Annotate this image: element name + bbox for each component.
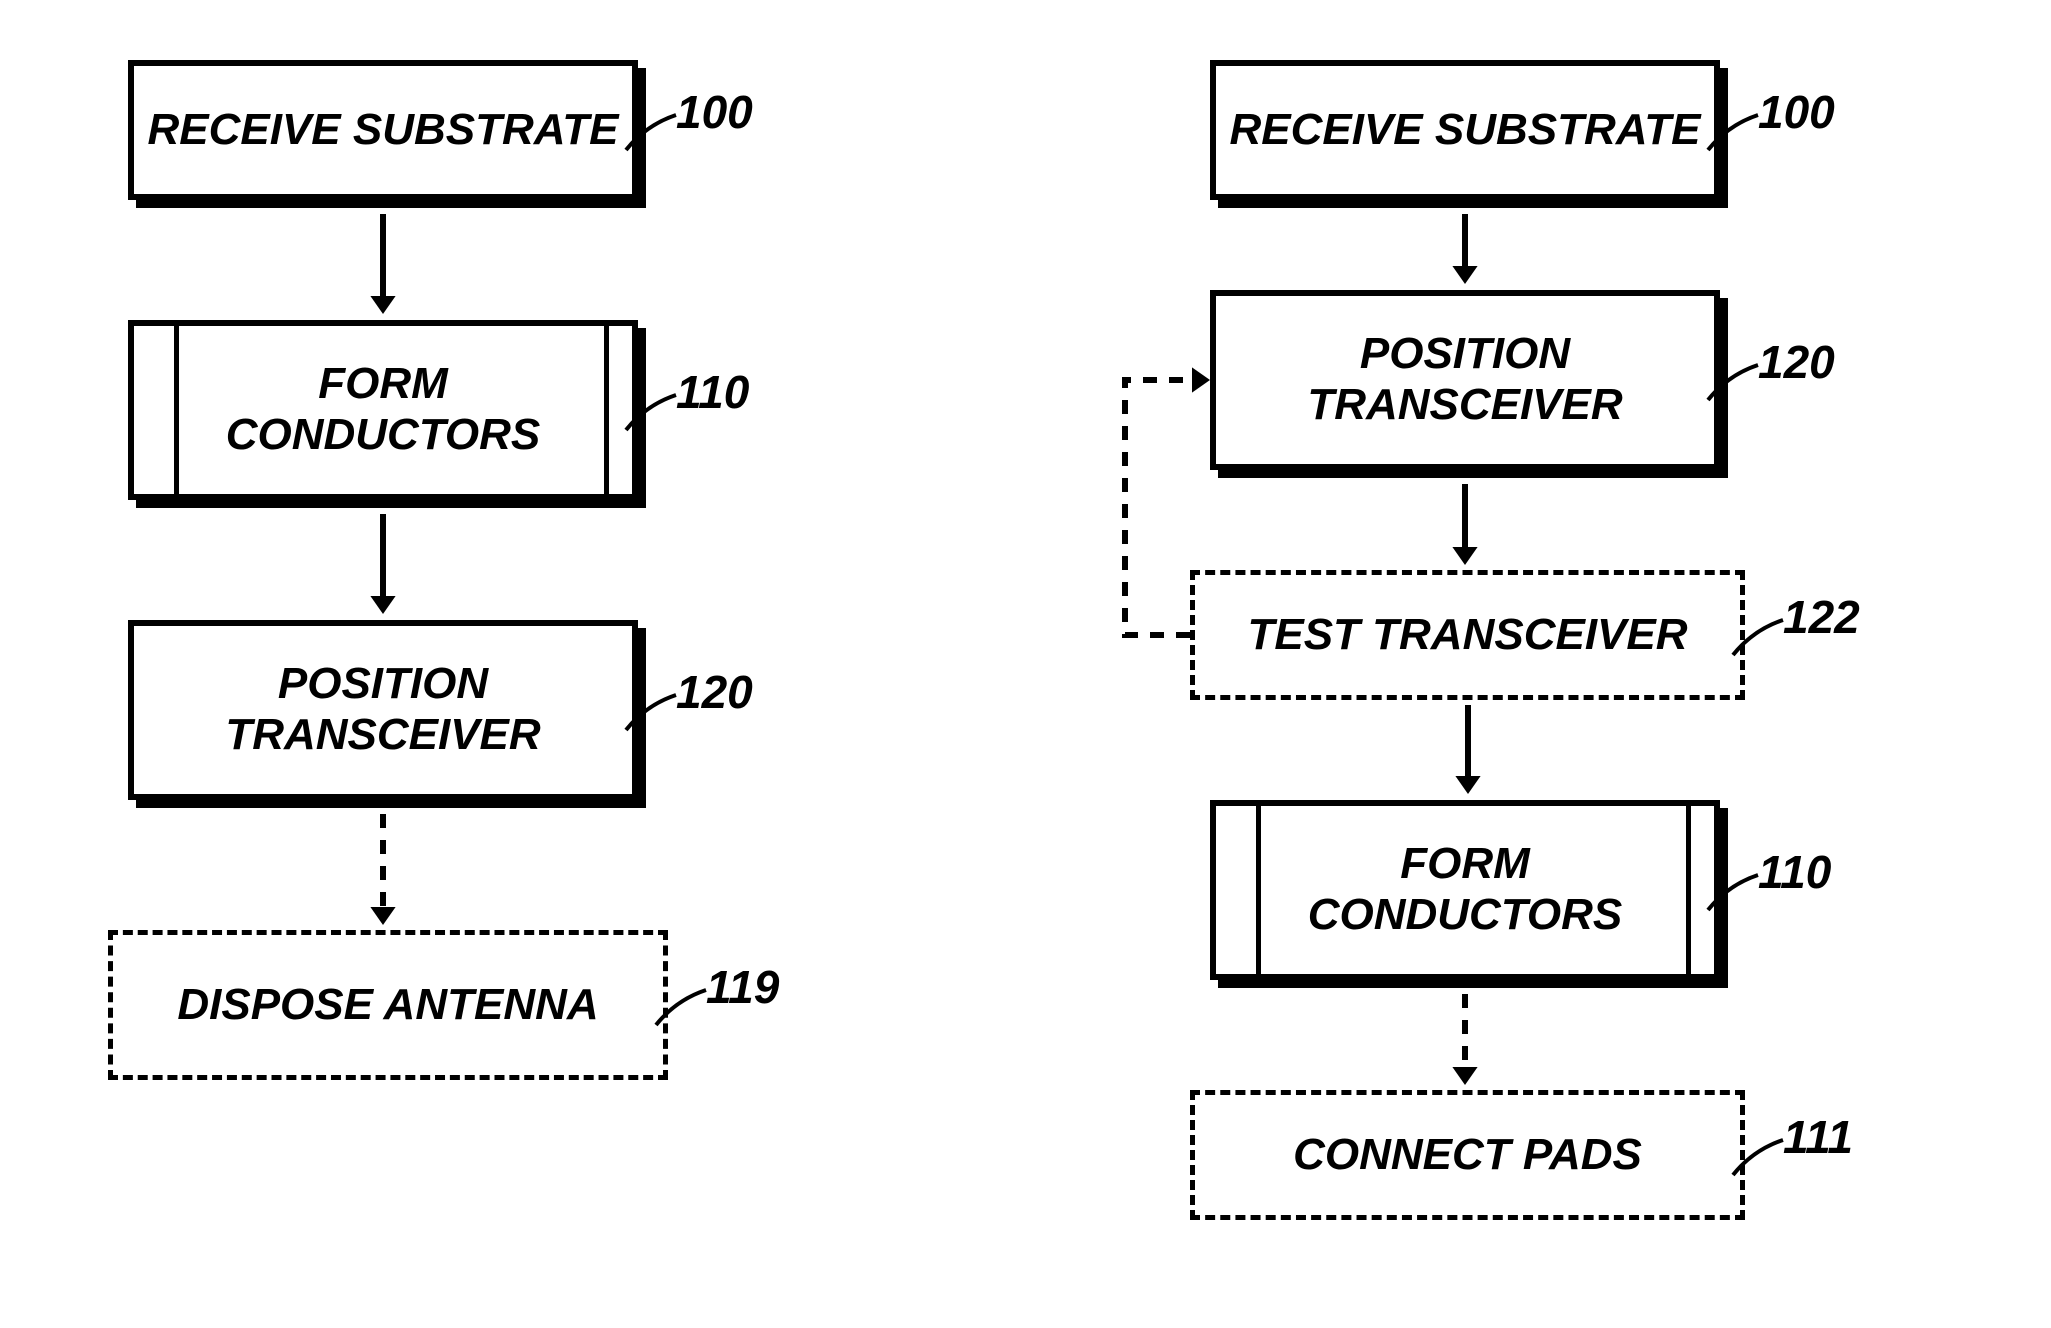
connector: [0, 0, 2051, 1328]
